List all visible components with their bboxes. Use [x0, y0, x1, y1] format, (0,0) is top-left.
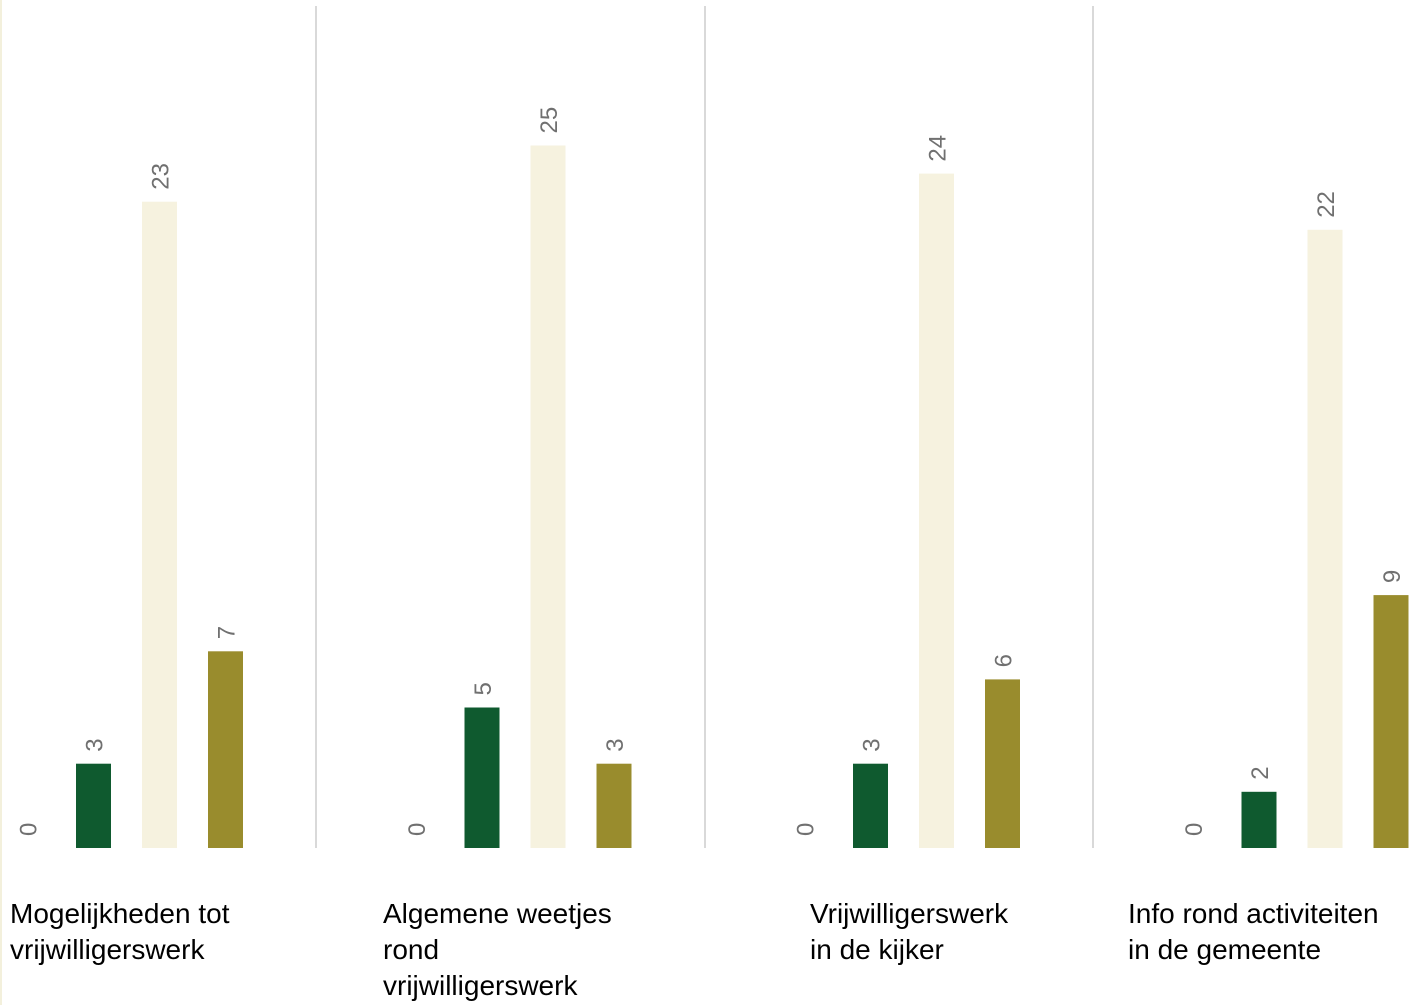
bar-group1-series2 — [76, 764, 111, 848]
data-label-group3-series4: 6 — [991, 654, 1018, 667]
data-label-group1-series1: 0 — [16, 823, 43, 836]
category-label-2: Algemene weetjes rond vrijwilligerswerk — [383, 896, 612, 1004]
bar-group2-series4 — [597, 764, 632, 848]
bar-group4-series3 — [1308, 230, 1343, 848]
data-label-group2-series1: 0 — [404, 823, 431, 836]
bar-group3-series4 — [985, 679, 1020, 848]
data-label-group2-series4: 3 — [602, 738, 629, 751]
category-label-4: Info rond activiteiten in de gemeente — [1128, 896, 1379, 968]
bar-group4-series2 — [1242, 792, 1277, 848]
data-label-group3-series2: 3 — [859, 738, 886, 751]
bar-group1-series3 — [142, 202, 177, 848]
category-label-3: Vrijwilligerswerk in de kijker — [810, 896, 1008, 968]
data-label-group4-series3: 22 — [1313, 191, 1340, 218]
category-label-4-line-1: Info rond activiteiten — [1128, 896, 1379, 932]
category-label-2-line-2: rond — [383, 932, 612, 968]
bar-group3-series2 — [853, 764, 888, 848]
data-label-group2-series2: 5 — [470, 682, 497, 695]
data-label-group4-series4: 9 — [1379, 570, 1406, 583]
category-label-3-line-1: Vrijwilligerswerk — [810, 896, 1008, 932]
data-label-group2-series3: 25 — [536, 107, 563, 134]
bar-group2-series2 — [465, 708, 500, 849]
data-label-group1-series4: 7 — [214, 626, 241, 639]
bar-group1-series4 — [208, 651, 243, 848]
category-label-4-line-2: in de gemeente — [1128, 932, 1379, 968]
bar-group3-series3 — [919, 174, 954, 848]
data-label-group3-series3: 24 — [925, 135, 952, 162]
category-label-3-line-2: in de kijker — [810, 932, 1008, 968]
category-label-2-line-3: vrijwilligerswerk — [383, 968, 612, 1004]
category-label-1-line-2: vrijwilligerswerk — [10, 932, 229, 968]
category-label-2-line-1: Algemene weetjes — [383, 896, 612, 932]
category-label-1: Mogelijkheden tot vrijwilligerswerk — [10, 896, 229, 968]
bar-group4-series4 — [1374, 595, 1409, 848]
data-label-group1-series3: 23 — [148, 163, 175, 190]
data-label-group4-series1: 0 — [1181, 823, 1208, 836]
bar-group2-series3 — [531, 146, 566, 849]
data-label-group4-series2: 2 — [1247, 766, 1274, 779]
data-label-group1-series2: 3 — [82, 738, 109, 751]
data-label-group3-series1: 0 — [793, 823, 820, 836]
category-label-1-line-1: Mogelijkheden tot — [10, 896, 229, 932]
